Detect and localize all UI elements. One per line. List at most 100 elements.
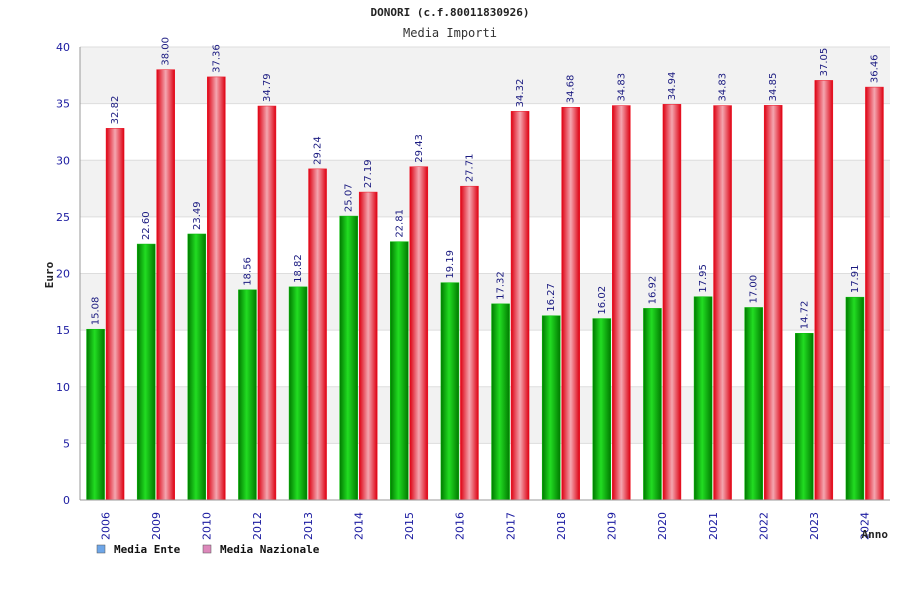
bar-media-ente-2021 — [693, 296, 713, 501]
bar-media-ente-2022 — [744, 307, 763, 501]
bar-media-nazionale-2018 — [561, 106, 580, 501]
value-label: 27.19 — [363, 159, 374, 188]
bar-media-ente-2020 — [643, 308, 662, 501]
bar-media-nazionale-2013 — [308, 168, 327, 501]
bar-media-ente-2006 — [86, 328, 105, 501]
bar-media-nazionale-2010 — [207, 76, 226, 501]
value-label: 34.94 — [667, 72, 678, 101]
value-label: 34.83 — [616, 73, 627, 102]
bar-media-ente-2009 — [136, 243, 156, 501]
x-tick-label: 2014 — [352, 512, 365, 540]
x-tick-label: 2010 — [201, 512, 214, 540]
x-tick-label: 2016 — [454, 512, 467, 540]
value-label: 29.43 — [414, 134, 425, 163]
bar-media-ente-2024 — [845, 296, 865, 501]
value-label: 23.49 — [192, 201, 203, 230]
bar-media-ente-2012 — [238, 289, 257, 501]
legend-label-media-ente: Media Ente — [114, 543, 181, 556]
value-label: 34.85 — [768, 73, 779, 102]
chart-subtitle: Media Importi — [403, 26, 497, 40]
value-label: 15.08 — [91, 297, 102, 326]
bar-media-nazionale-2006 — [105, 128, 125, 501]
value-label: 22.60 — [141, 211, 152, 240]
y-tick-label: 5 — [63, 437, 70, 450]
y-tick-label: 15 — [56, 324, 70, 337]
value-label: 34.32 — [515, 79, 526, 108]
x-tick-label: 2018 — [555, 512, 568, 540]
value-label: 37.36 — [211, 44, 222, 73]
y-tick-label: 10 — [56, 381, 70, 394]
x-tick-label: 2017 — [504, 512, 517, 540]
value-label: 14.72 — [799, 301, 810, 330]
value-label: 37.05 — [819, 48, 830, 77]
bar-media-nazionale-2022 — [763, 105, 783, 501]
x-tick-label: 2015 — [403, 512, 416, 540]
legend-swatch-media-nazionale — [202, 544, 212, 554]
x-tick-label: 2019 — [606, 512, 619, 540]
value-label: 16.02 — [597, 286, 608, 315]
y-tick-label: 30 — [56, 154, 70, 167]
bar-media-nazionale-2024 — [865, 86, 884, 501]
y-axis-label: Euro — [43, 261, 56, 288]
value-label: 34.79 — [262, 73, 273, 102]
bars — [86, 69, 884, 501]
bar-media-ente-2015 — [390, 241, 409, 501]
y-tick-label: 25 — [56, 211, 70, 224]
value-label: 17.32 — [496, 271, 507, 300]
value-label: 17.00 — [749, 275, 760, 304]
y-tick-label: 0 — [63, 494, 70, 507]
legend-label-media-nazionale: Media Nazionale — [220, 543, 320, 556]
x-tick-label: 2006 — [99, 512, 112, 540]
value-label: 36.46 — [869, 54, 880, 83]
bar-media-ente-2023 — [795, 333, 814, 501]
x-tick-label: 2012 — [251, 512, 264, 540]
value-label: 38.00 — [161, 37, 172, 66]
y-tick-label: 35 — [56, 98, 70, 111]
bar-media-nazionale-2012 — [257, 105, 277, 501]
x-tick-label: 2024 — [859, 512, 872, 540]
value-label: 18.82 — [293, 254, 304, 283]
value-label: 19.19 — [445, 250, 456, 279]
bar-media-nazionale-2019 — [612, 105, 631, 501]
y-tick-label: 40 — [56, 41, 70, 54]
y-axis-ticks: 0 5 10 15 20 25 30 35 40 — [56, 41, 70, 507]
bar-media-nazionale-2023 — [814, 80, 834, 501]
bar-media-ente-2010 — [187, 233, 207, 501]
bar-media-nazionale-2016 — [460, 185, 479, 501]
x-tick-label: 2020 — [656, 512, 669, 540]
value-label: 25.07 — [344, 183, 355, 212]
chart-title: DONORI (c.f.80011830926) — [371, 6, 530, 19]
value-label: 34.68 — [566, 75, 577, 104]
value-labels: 15.08 32.82 22.60 38.00 23.49 37.36 18.56 34.79… — [91, 37, 881, 329]
y-tick-label: 20 — [56, 268, 70, 281]
x-axis-label: Anno — [862, 528, 889, 541]
value-label: 34.83 — [718, 73, 729, 102]
bar-media-ente-2016 — [440, 282, 460, 501]
value-label: 16.27 — [546, 283, 557, 312]
bar-media-nazionale-2014 — [358, 191, 378, 501]
bar-media-nazionale-2009 — [156, 69, 175, 501]
bar-media-nazionale-2015 — [409, 166, 429, 501]
bar-media-ente-2017 — [491, 303, 510, 501]
value-label: 29.24 — [313, 136, 324, 165]
bar-media-ente-2019 — [592, 318, 612, 501]
bar-media-ente-2014 — [339, 215, 358, 501]
x-tick-label: 2023 — [808, 512, 821, 540]
x-tick-label: 2013 — [302, 512, 315, 540]
bar-media-ente-2018 — [541, 315, 561, 501]
value-label: 17.95 — [698, 264, 709, 293]
value-label: 18.56 — [242, 257, 253, 286]
bar-media-nazionale-2021 — [713, 105, 732, 501]
legend-swatch-media-ente — [96, 544, 106, 554]
legend: Media Ente Media Nazionale — [96, 543, 320, 556]
x-tick-label: 2009 — [150, 512, 163, 540]
value-label: 32.82 — [110, 96, 121, 125]
x-axis-ticks: 2006 2009 2010 2012 2013 2014 2015 2016 2017 2018… — [99, 512, 871, 540]
bar-media-nazionale-2020 — [662, 104, 682, 501]
value-label: 27.71 — [464, 154, 475, 183]
bar-media-nazionale-2017 — [510, 111, 530, 501]
x-tick-label: 2021 — [707, 512, 720, 540]
value-label: 17.91 — [850, 265, 861, 294]
x-tick-label: 2022 — [757, 512, 770, 540]
